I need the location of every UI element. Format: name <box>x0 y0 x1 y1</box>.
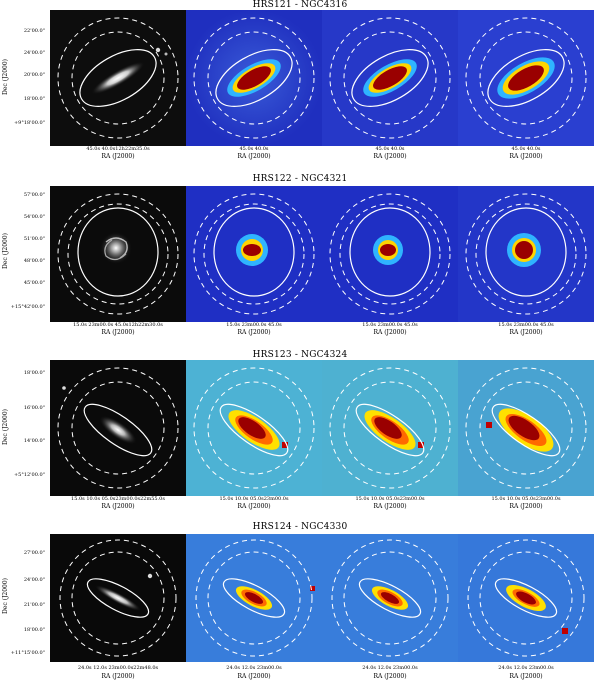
map-panel-3 <box>322 360 458 496</box>
x-axis-label: RA (J2000) <box>237 503 271 510</box>
x-axis-label: RA (J2000) <box>237 673 271 680</box>
y-tick-label: +15°42'00.0" <box>10 304 45 310</box>
x-tick-labels: 24.0s 12.0s 23m00.0s <box>226 665 282 671</box>
y-tick-label: +9°18'00.0" <box>13 120 45 126</box>
y-tick-label: 14'00.0" <box>23 438 45 444</box>
x-axis-label: RA (J2000) <box>101 329 135 336</box>
map-panel-4 <box>458 10 594 146</box>
y-tick-label: 24'00.0" <box>23 577 45 583</box>
map-panel-4 <box>458 360 594 496</box>
x-axis-label: RA (J2000) <box>373 673 407 680</box>
x-axis-label: RA (J2000) <box>237 153 271 160</box>
y-tick-label: 54'00.0" <box>23 214 45 220</box>
y-tick-label: 45'00.0" <box>23 280 45 286</box>
x-tick-labels: 15.0s 23m00.0s 45.0s <box>362 322 418 328</box>
row-title: HRS123 - NGC4324 <box>252 350 348 360</box>
x-axis-label: RA (J2000) <box>237 329 271 336</box>
map-panel-4 <box>458 186 594 322</box>
map-panel-4 <box>458 534 594 662</box>
optical-image-panel <box>50 186 186 322</box>
galaxy-row-3: HRS123 - NGC4324 Dec (J2000) 18'00.0" 16… <box>0 350 600 520</box>
y-tick-label: 24'00.0" <box>23 50 45 56</box>
x-axis-label: RA (J2000) <box>101 673 135 680</box>
y-tick-label: 21'00.0" <box>23 602 45 608</box>
map-panel-2 <box>186 534 322 662</box>
row-title: HRS121 - NGC4316 <box>252 0 348 10</box>
x-axis-label: RA (J2000) <box>101 153 135 160</box>
x-tick-labels: 24.0s 12.0s 23m00.0s <box>362 665 418 671</box>
y-tick-label: 57'00.0" <box>23 192 45 198</box>
y-tick-label: 18'00.0" <box>23 96 45 102</box>
y-tick-label: +11°15'00.0" <box>10 650 45 656</box>
map-panel-2 <box>186 186 322 322</box>
x-tick-labels: 45.0s 40.0s <box>511 146 541 152</box>
map-panel-3 <box>322 534 458 662</box>
galaxy-row-1: HRS121 - NGC4316 Dec (J2000) 22'00.0" 24… <box>0 0 600 170</box>
x-tick-labels: 15.0s 10.0s 05.0s23m00.0s <box>219 496 289 502</box>
map-panel-3 <box>322 186 458 322</box>
y-tick-label: 20'00.0" <box>23 72 45 78</box>
x-tick-labels: 15.0s 10.0s 05.0s23m00.0s <box>355 496 425 502</box>
x-axis-label: RA (J2000) <box>373 329 407 336</box>
y-tick-label: 51'00.0" <box>23 236 45 242</box>
x-tick-labels: 45.0s 40.0s <box>239 146 269 152</box>
y-axis-label: Dec (J2000) <box>2 578 9 614</box>
x-tick-labels: 15.0s 10.0s 05.0s23m00.0s <box>491 496 561 502</box>
row-title: HRS124 - NGC4330 <box>252 522 348 532</box>
optical-image-panel <box>50 10 186 146</box>
y-tick-label: 22'00.0" <box>23 28 45 34</box>
x-axis-label: RA (J2000) <box>509 329 543 336</box>
x-axis-label: RA (J2000) <box>509 673 543 680</box>
y-tick-label: 27'00.0" <box>23 550 45 556</box>
optical-image-panel <box>50 534 186 662</box>
x-tick-labels: 45.0s 40.0s12h22m35.0s <box>86 146 150 152</box>
galaxy-row-4: HRS124 - NGC4330 Dec (J2000) 27'00.0" 24… <box>0 522 600 683</box>
x-tick-labels: 45.0s 40.0s <box>375 146 405 152</box>
galaxy-row-2: HRS122 - NGC4321 Dec (J2000) 57'00.0" 54… <box>0 174 600 346</box>
x-tick-labels: 15.0s 23m00.0s 45.0s <box>498 322 554 328</box>
row-title: HRS122 - NGC4321 <box>252 174 348 184</box>
y-tick-label: 18'00.0" <box>23 370 45 376</box>
map-panel-2 <box>186 10 322 146</box>
x-tick-labels: 15.0s 10.0s 05.0s23m00.0s22m55.0s <box>71 496 165 502</box>
x-axis-label: RA (J2000) <box>101 503 135 510</box>
x-tick-labels: 24.0s 12.0s 23m00.0s <box>498 665 554 671</box>
optical-image-panel <box>50 360 186 496</box>
x-axis-label: RA (J2000) <box>373 153 407 160</box>
y-tick-label: +5°12'00.0" <box>13 472 45 478</box>
y-tick-label: 18'00.0" <box>23 627 45 633</box>
x-axis-label: RA (J2000) <box>509 503 543 510</box>
x-tick-labels: 15.0s 23m00.0s 45.0s12h22m30.0s <box>73 322 163 328</box>
x-axis-label: RA (J2000) <box>373 503 407 510</box>
y-tick-label: 16'00.0" <box>23 405 45 411</box>
x-tick-labels: 15.0s 23m00.0s 45.0s <box>226 322 282 328</box>
x-tick-labels: 24.0s 12.0s 23m00.0s22m48.0s <box>77 665 159 671</box>
x-axis-label: RA (J2000) <box>509 153 543 160</box>
map-panel-3 <box>322 10 458 146</box>
map-panel-2 <box>186 360 322 496</box>
y-tick-label: 48'00.0" <box>23 258 45 264</box>
